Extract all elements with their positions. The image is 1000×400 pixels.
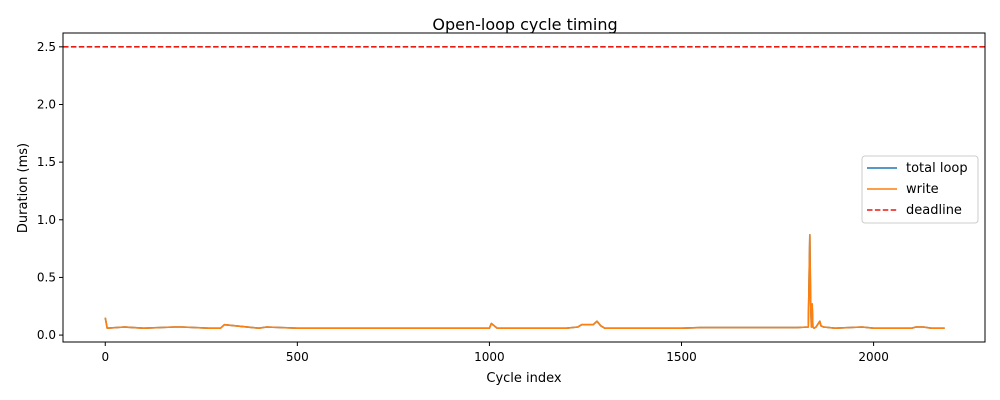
series-total-loop-line <box>104 233 945 329</box>
legend-box <box>861 155 979 224</box>
x-axis: 0 500 1000 1500 2000 <box>101 342 889 364</box>
y-tick-label: 1.0 <box>37 213 56 227</box>
plot-area <box>62 32 986 343</box>
y-tick-label: 0.0 <box>37 328 56 342</box>
y-tick-label: 2.0 <box>37 97 56 111</box>
x-tick-label: 500 <box>286 350 309 364</box>
legend: total loop write deadline <box>861 155 979 224</box>
x-axis-title: Cycle index <box>486 371 562 386</box>
legend-label-total-loop: total loop <box>906 161 968 176</box>
x-tick-label: 2000 <box>858 350 889 364</box>
y-tick-label: 0.5 <box>37 270 56 284</box>
y-axis: 0.0 0.5 1.0 1.5 2.0 2.5 <box>37 40 63 342</box>
chart-title: Open-loop cycle timing <box>432 15 617 34</box>
x-tick-label: 1000 <box>474 350 505 364</box>
x-tick-label: 0 <box>101 350 109 364</box>
y-tick-label: 2.5 <box>37 40 56 54</box>
legend-label-write: write <box>906 182 939 197</box>
legend-label-deadline: deadline <box>906 203 962 218</box>
series-layer <box>63 46 985 329</box>
series-write-line <box>104 233 945 329</box>
y-tick-label: 1.5 <box>37 155 56 169</box>
plot-frame <box>62 32 986 343</box>
x-tick-label: 1500 <box>666 350 697 364</box>
y-axis-title: Duration (ms) <box>16 143 31 233</box>
